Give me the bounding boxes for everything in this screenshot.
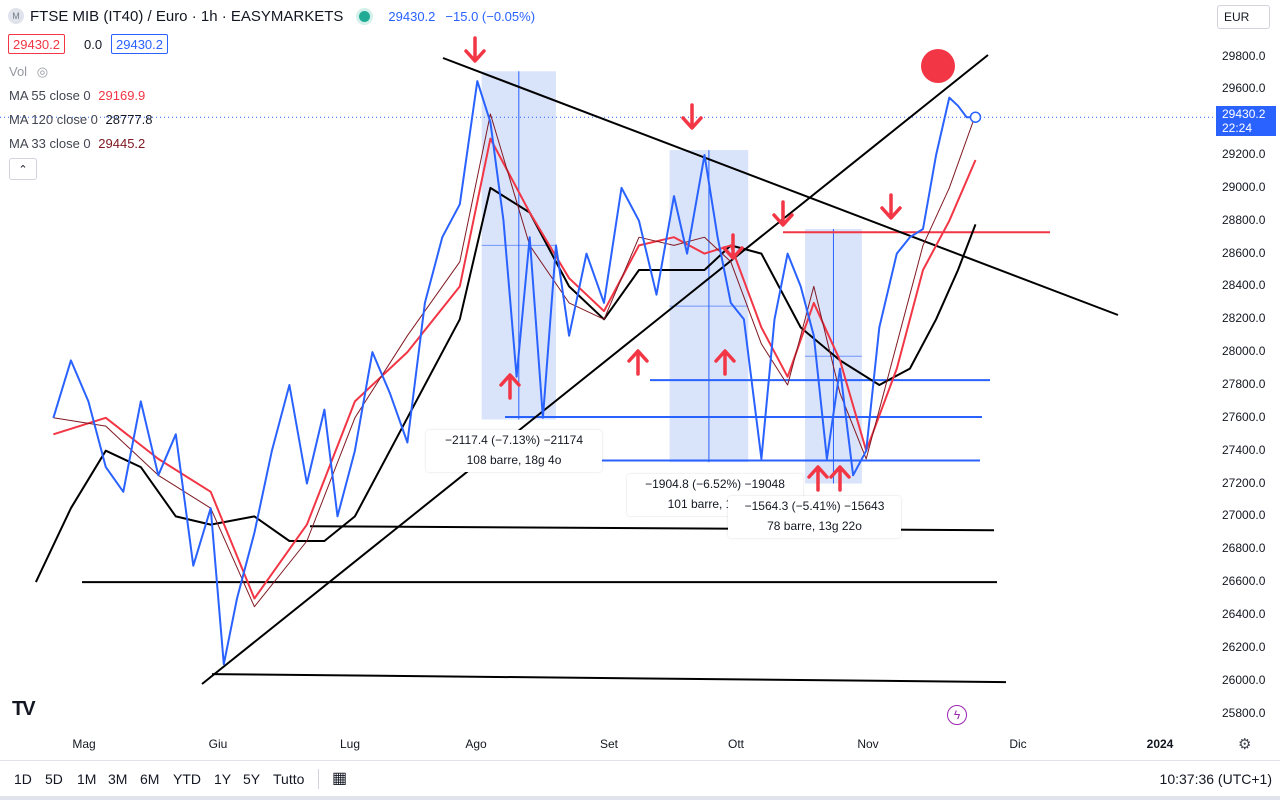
time-axis-tick: Lug bbox=[339, 737, 361, 751]
price-axis-tick: 27200.0 bbox=[1222, 475, 1266, 490]
tradingview-logo[interactable]: TV bbox=[12, 698, 36, 720]
toolbar-divider bbox=[318, 769, 319, 789]
header-change: −15.0 (−0.05%) bbox=[445, 8, 536, 24]
spread-value: 0.0 bbox=[84, 36, 103, 52]
measure-1-line1: −2117.4 (−7.13%) −21174 bbox=[445, 433, 583, 447]
flash-icon[interactable]: ϟ bbox=[947, 705, 967, 725]
up-arrow-icon bbox=[627, 349, 649, 376]
up-arrow-icon bbox=[807, 465, 829, 492]
ma33-value: 29445.2 bbox=[98, 136, 146, 151]
eye-hidden-icon[interactable]: ◎ bbox=[36, 64, 49, 79]
price-axis-tick: 29600.0 bbox=[1222, 81, 1266, 96]
measure-label-1: −2117.4 (−7.13%) −21174 108 barre, 18g 4… bbox=[426, 430, 602, 472]
chart-header: M FTSE MIB (IT40) / Euro · 1h · EASYMARK… bbox=[8, 5, 535, 27]
price-axis-tick: 28200.0 bbox=[1222, 311, 1266, 326]
sell-price-button[interactable]: 29430.2 bbox=[8, 34, 65, 54]
ma55-value: 29169.9 bbox=[98, 88, 146, 103]
timeframe-6m[interactable]: 6M bbox=[140, 771, 160, 787]
price-chart[interactable] bbox=[0, 0, 1280, 760]
last-price-marker bbox=[969, 111, 982, 123]
timeframe-1m[interactable]: 1M bbox=[77, 771, 97, 787]
timeframe-3m[interactable]: 3M bbox=[108, 771, 128, 787]
time-axis-tick: 2024 bbox=[1146, 737, 1174, 751]
ma55-label: MA 55 close 0 bbox=[9, 88, 91, 103]
highlight-circle bbox=[921, 49, 955, 83]
price-axis-tick: 28400.0 bbox=[1222, 278, 1266, 293]
timeframe-1d[interactable]: 1D bbox=[14, 771, 32, 787]
clock[interactable]: 10:37:36 (UTC+1) bbox=[1159, 771, 1272, 787]
up-arrow-icon bbox=[714, 349, 736, 376]
ma120-value: 28777.8 bbox=[105, 112, 153, 127]
calendar-goto-icon[interactable]: ▦ bbox=[332, 770, 348, 787]
bottom-toolbar: 1D 5D 1M 3M 6M YTD 1Y 5Y Tutto ▦ 10:37:3… bbox=[0, 760, 1280, 797]
up-arrow-icon bbox=[829, 465, 851, 492]
price-axis-tick: 29000.0 bbox=[1222, 179, 1266, 194]
price-axis-tick: 28600.0 bbox=[1222, 245, 1266, 260]
price-line bbox=[52, 80, 976, 666]
time-axis-tick: Ago bbox=[465, 737, 487, 751]
last-price-tag-countdown: 22:24 bbox=[1222, 121, 1253, 135]
symbol-logo-icon[interactable]: M bbox=[8, 8, 24, 24]
price-axis-tick: 26800.0 bbox=[1222, 541, 1266, 556]
time-axis-tick: Set bbox=[599, 737, 619, 751]
time-axis-tick: Giu bbox=[208, 737, 228, 751]
legend-volume[interactable]: Vol ◎ bbox=[9, 64, 48, 80]
timeframe-1y[interactable]: 1Y bbox=[214, 771, 232, 787]
price-axis-tick: 26400.0 bbox=[1222, 606, 1266, 621]
down-arrow-icon bbox=[464, 36, 486, 63]
legend-ma120[interactable]: MA 120 close 0 28777.8 bbox=[9, 112, 153, 127]
currency-value: EUR bbox=[1224, 10, 1250, 24]
ma33-label: MA 33 close 0 bbox=[9, 136, 91, 151]
descending-trendline bbox=[442, 57, 1119, 316]
last-price-tag: 29430.2 22:24 bbox=[1216, 106, 1276, 136]
price-axis-tick: 26000.0 bbox=[1222, 672, 1266, 687]
price-axis-tick: 27800.0 bbox=[1222, 377, 1266, 391]
last-price-tag-value: 29430.2 bbox=[1222, 107, 1266, 121]
volume-label: Vol bbox=[9, 64, 28, 79]
collapse-legend-button[interactable]: ⌃ bbox=[9, 158, 37, 180]
buy-price-button[interactable]: 29430.2 bbox=[111, 34, 168, 54]
legend-ma33[interactable]: MA 33 close 0 29445.2 bbox=[9, 136, 145, 151]
price-axis-tick: 29800.0 bbox=[1222, 48, 1266, 63]
measure-3-line2: 78 barre, 13g 22o bbox=[767, 519, 862, 533]
ascending-trendline bbox=[201, 54, 989, 685]
ma120-label: MA 120 close 0 bbox=[9, 112, 98, 127]
price-axis-tick: 27000.0 bbox=[1222, 508, 1266, 523]
ma120-line bbox=[34, 186, 977, 583]
timeframe-ytd[interactable]: YTD bbox=[173, 771, 201, 787]
price-axis-tick: 29200.0 bbox=[1222, 147, 1266, 162]
support-level-6 bbox=[211, 673, 1007, 684]
legend-ma55[interactable]: MA 55 close 0 29169.9 bbox=[9, 88, 145, 103]
price-axis-tick: 25800.0 bbox=[1222, 705, 1266, 720]
gear-icon[interactable]: ⚙ bbox=[1238, 736, 1252, 753]
price-axis-tick: 28000.0 bbox=[1222, 344, 1266, 359]
price-axis-tick: 27400.0 bbox=[1222, 442, 1266, 457]
measure-2-line1: −1904.8 (−6.52%) −19048 bbox=[645, 477, 785, 491]
symbol-title[interactable]: FTSE MIB (IT40) / Euro · 1h · EASYMARKET… bbox=[30, 7, 344, 25]
measure-1-line2: 108 barre, 18g 4o bbox=[466, 453, 562, 467]
time-axis-tick: Ott bbox=[727, 737, 745, 751]
timeframe-all[interactable]: Tutto bbox=[273, 771, 305, 787]
down-arrow-icon bbox=[772, 200, 794, 227]
down-arrow-icon bbox=[722, 233, 744, 260]
currency-select[interactable]: EUR bbox=[1217, 5, 1270, 29]
measure-label-3: −1564.3 (−5.41%) −15643 78 barre, 13g 22… bbox=[728, 496, 901, 538]
bottom-strip bbox=[0, 796, 1280, 800]
ma33-line bbox=[53, 113, 976, 608]
market-status-icon bbox=[359, 10, 371, 22]
time-axis-tick: Nov bbox=[857, 737, 879, 751]
time-axis-tick: Dic bbox=[1009, 737, 1027, 751]
timeframe-5d[interactable]: 5D bbox=[45, 771, 63, 787]
price-axis-tick: 26600.0 bbox=[1222, 574, 1266, 589]
up-arrow-icon bbox=[499, 373, 521, 400]
price-axis-tick: 28800.0 bbox=[1222, 212, 1266, 227]
down-arrow-icon bbox=[880, 193, 902, 220]
timeframe-5y[interactable]: 5Y bbox=[243, 771, 261, 787]
header-last-price: 29430.2 bbox=[388, 8, 436, 24]
price-axis-tick: 27600.0 bbox=[1222, 409, 1266, 424]
down-arrow-icon bbox=[681, 103, 703, 130]
price-axis-tick: 26200.0 bbox=[1222, 639, 1266, 654]
measure-3-line1: −1564.3 (−5.41%) −15643 bbox=[744, 499, 885, 513]
time-axis-tick: Mag bbox=[72, 737, 96, 751]
